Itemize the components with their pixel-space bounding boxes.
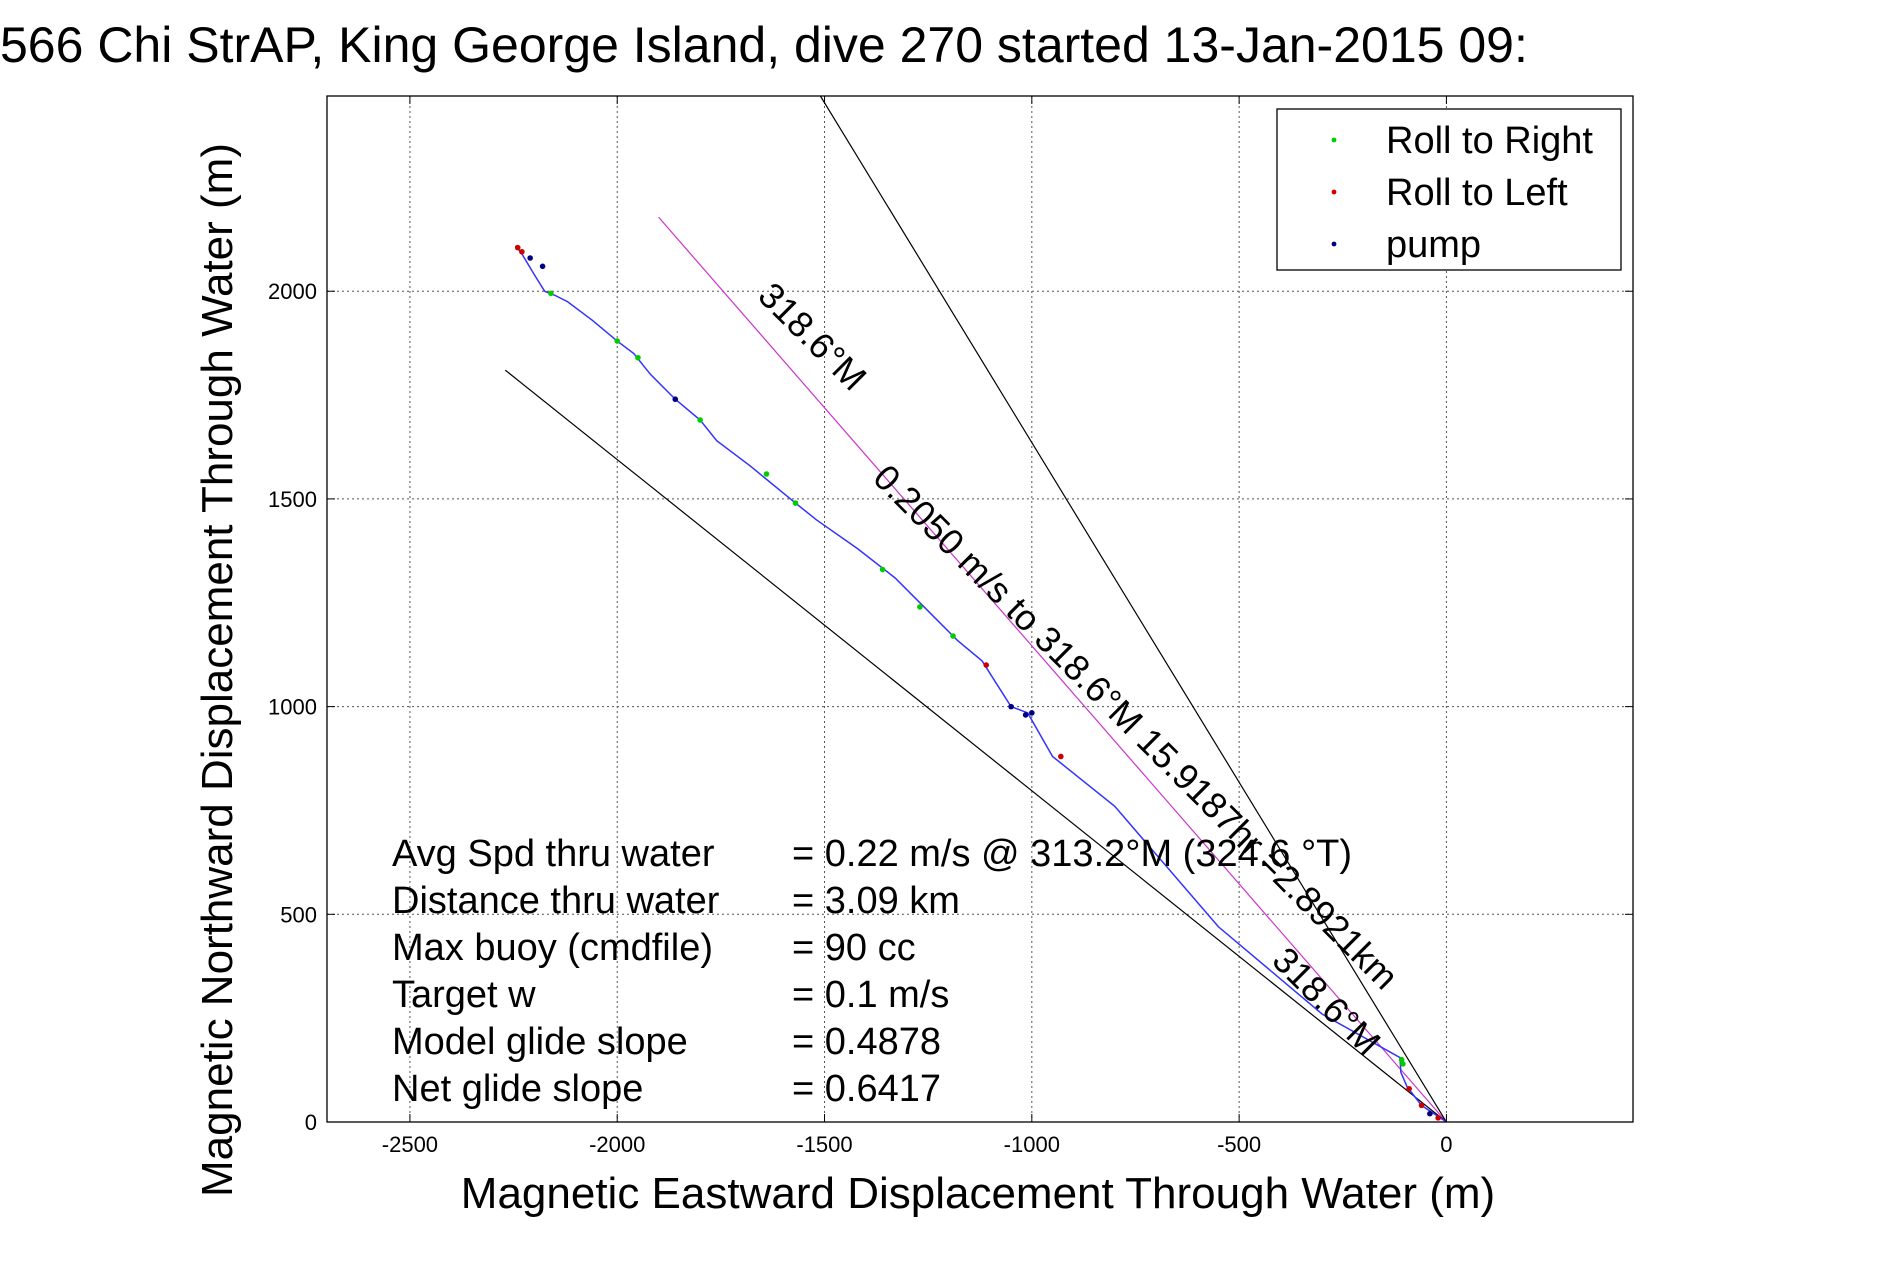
annotation-label: Distance thru water — [392, 880, 720, 922]
reference-line — [819, 95, 1447, 1123]
y-tick-label: 0 — [305, 1110, 317, 1135]
pump-point — [1008, 703, 1014, 710]
annotation-value: = 3.09 km — [792, 880, 960, 922]
legend-label: Roll to Right — [1386, 120, 1593, 162]
annotation-label: Net glide slope — [392, 1068, 643, 1110]
track-line — [515, 245, 1447, 1123]
roll-right-point — [697, 417, 703, 423]
pump-point — [1029, 710, 1035, 716]
roll-left-point — [519, 248, 525, 255]
annotation-label: Max buoy (cmdfile) — [392, 927, 713, 969]
roll-left-point — [1058, 753, 1064, 760]
annotation-label: Avg Spd thru water — [392, 833, 715, 875]
x-tick-label: -1500 — [796, 1132, 852, 1157]
roll-right-point — [792, 500, 799, 506]
marker-points — [514, 244, 1441, 1121]
roll-right-point — [635, 354, 641, 361]
x-tick-label: 0 — [1440, 1132, 1452, 1157]
x-tick-label: -2000 — [589, 1132, 645, 1157]
pump-point — [1022, 712, 1029, 718]
annotation-label: Target w — [392, 974, 536, 1016]
plot-frame — [326, 95, 1634, 1123]
roll-right-point — [1398, 1056, 1405, 1063]
y-axis-label: Magnetic Northward Displacement Through … — [193, 143, 242, 1197]
legend-marker — [1331, 189, 1337, 195]
roll-right-point — [879, 566, 886, 573]
y-tick-label: 2000 — [268, 279, 317, 304]
roll-right-point — [614, 338, 621, 344]
y-tick-label: 500 — [280, 902, 317, 927]
legend-marker — [1331, 241, 1337, 247]
x-tick-label: -2500 — [382, 1132, 438, 1157]
y-tick-label: 1000 — [268, 695, 317, 720]
x-tick-label: -1000 — [1004, 1132, 1060, 1157]
pump-point — [1427, 1110, 1433, 1117]
roll-left-point — [983, 662, 990, 668]
roll-left-point — [1406, 1085, 1412, 1092]
roll-right-point — [917, 604, 923, 610]
x-tick-label: -500 — [1217, 1132, 1261, 1157]
roll-left-point — [514, 244, 521, 251]
legend: Roll to Right Roll to Left pump — [1276, 108, 1622, 271]
roll-right-point — [950, 633, 956, 639]
annotation-value: = 90 cc — [792, 927, 916, 969]
pump-point — [539, 263, 546, 270]
legend-label: Roll to Left — [1386, 172, 1568, 214]
annotation-value: = 0.22 m/s @ 313.2°M (324.6 °T) — [792, 833, 1352, 875]
annotation-label: Model glide slope — [392, 1021, 688, 1063]
y-tick-label: 1500 — [268, 487, 317, 512]
reference-lines — [504, 95, 1447, 1123]
reference-line — [504, 369, 1447, 1123]
roll-left-point — [1435, 1115, 1441, 1121]
axis-ticks: -2500 -2000 -1500 -1000 -500 0 0 500 1000 1500 200… — [268, 96, 1633, 1157]
dive-track — [515, 245, 1447, 1123]
x-axis-label: Magnetic Eastward Displacement Through W… — [461, 1169, 1495, 1218]
roll-right-point — [548, 290, 554, 297]
pump-point — [527, 255, 533, 261]
chart-title: 566 Chi StrAP, King George Island, dive … — [0, 17, 1528, 73]
legend-marker — [1331, 137, 1337, 143]
annotation-value: = 0.6417 — [792, 1068, 941, 1110]
annotation-value: = 0.1 m/s — [792, 974, 949, 1016]
roll-right-point — [763, 471, 770, 477]
annotations: Avg Spd thru water = 0.22 m/s @ 313.2°M (… — [392, 833, 1352, 1110]
legend-label: pump — [1386, 224, 1481, 266]
roll-left-point — [1418, 1102, 1425, 1109]
reference-line — [658, 216, 1447, 1123]
annotation-value: = 0.4878 — [792, 1021, 941, 1063]
pump-point — [672, 396, 679, 403]
